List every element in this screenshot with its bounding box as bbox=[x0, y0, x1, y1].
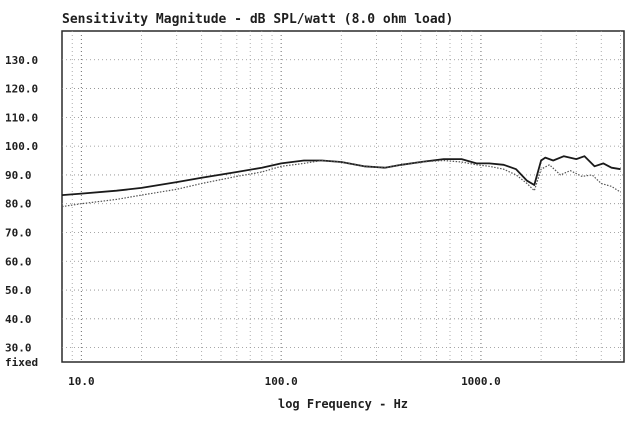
x-tick-label: 10.0 bbox=[68, 375, 95, 388]
y-tick-label: 110.0 bbox=[5, 111, 38, 124]
y-tick-label: 40.0 bbox=[5, 313, 32, 326]
grid bbox=[62, 31, 624, 362]
y-tick-label: 60.0 bbox=[5, 255, 32, 268]
y-axis-ticks: 130.0 120.0 110.0 100.0 90.0 80.0 70.0 60.0 50.0… bbox=[5, 54, 38, 369]
y-tick-label: 120.0 bbox=[5, 83, 38, 96]
y-tick-label: 30.0 bbox=[5, 342, 32, 355]
plot-frame bbox=[61, 30, 625, 363]
series-line-2 bbox=[61, 159, 621, 208]
y-tick-label: 70.0 bbox=[5, 226, 32, 239]
y-tick-label: 130.0 bbox=[5, 54, 38, 67]
chart-title: Sensitivity Magnitude - dB SPL/watt (8.0… bbox=[62, 12, 453, 27]
y-tick-label: 80.0 bbox=[5, 198, 32, 211]
y-tick-label: 50.0 bbox=[5, 284, 32, 297]
x-axis-ticks: 10.0 100.0 1000.0 bbox=[68, 375, 501, 388]
series-group bbox=[61, 155, 621, 208]
series-line-1 bbox=[61, 155, 621, 196]
y-tick-label: 90.0 bbox=[5, 169, 32, 182]
y-tick-label: 100.0 bbox=[5, 140, 38, 153]
x-tick-label: 100.0 bbox=[265, 375, 298, 388]
x-axis-label: log Frequency - Hz bbox=[278, 397, 408, 411]
x-tick-label: 1000.0 bbox=[461, 375, 501, 388]
y-tick-label: fixed bbox=[5, 356, 38, 369]
